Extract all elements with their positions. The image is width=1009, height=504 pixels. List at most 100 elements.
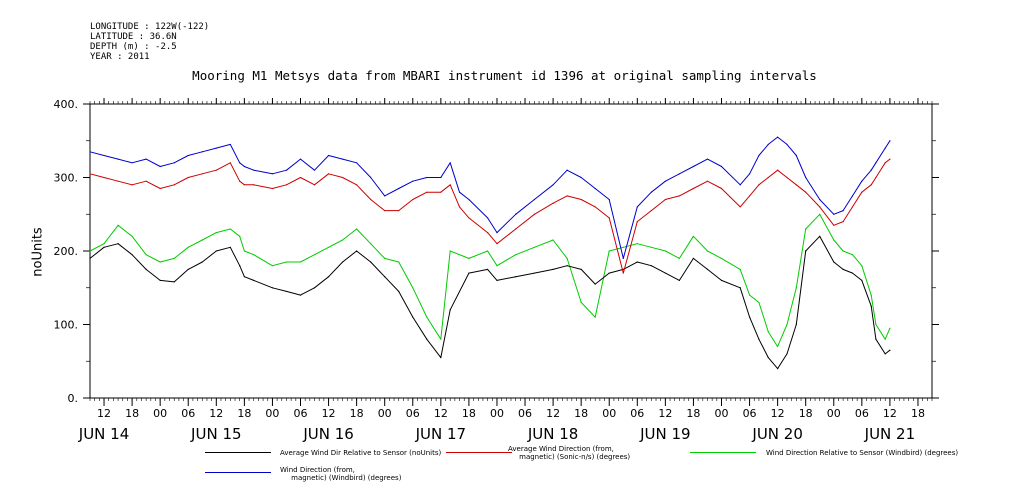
- series-point-2: [117, 224, 119, 226]
- series-point-2: [384, 257, 386, 259]
- series-point-3: [795, 154, 797, 157]
- series-point-1: [487, 232, 489, 234]
- series-point-2: [159, 261, 161, 263]
- series-point-3: [89, 151, 91, 153]
- series-point-0: [412, 316, 414, 318]
- series-point-3: [187, 154, 189, 157]
- series-point-1: [285, 184, 288, 186]
- x-tick-label: 12: [546, 407, 560, 420]
- series-point-2: [795, 287, 797, 289]
- series-point-2: [786, 323, 788, 326]
- series-point-3: [299, 158, 302, 160]
- series-point-0: [819, 235, 821, 237]
- series-point-1: [870, 184, 872, 186]
- series-point-2: [201, 239, 203, 241]
- series-point-2: [173, 257, 175, 259]
- series-point-1: [622, 272, 624, 274]
- series-point-1: [243, 184, 245, 186]
- series-point-0: [173, 281, 175, 283]
- series-point-0: [496, 279, 498, 281]
- series-point-0: [117, 243, 119, 245]
- series-point-3: [398, 187, 400, 190]
- series-point-3: [720, 165, 723, 168]
- series-point-2: [342, 239, 344, 241]
- series-point-2: [299, 261, 302, 263]
- series-point-0: [449, 309, 451, 311]
- series-point-2: [229, 228, 231, 230]
- series-point-2: [566, 257, 568, 259]
- x-tick-label: 00: [827, 407, 841, 420]
- x-day-label: JUN 19: [639, 425, 690, 443]
- x-tick-label: 00: [490, 407, 504, 420]
- series-point-0: [692, 257, 695, 259]
- series-point-3: [468, 198, 470, 201]
- series-point-0: [370, 261, 372, 263]
- series-point-2: [327, 246, 330, 248]
- series-point-0: [875, 338, 877, 340]
- series-point-0: [159, 279, 161, 281]
- series-point-1: [187, 176, 189, 179]
- series-point-3: [285, 169, 288, 171]
- series-point-3: [580, 176, 582, 179]
- series-point-3: [458, 191, 461, 193]
- series-point-1: [201, 173, 203, 175]
- series-point-0: [201, 261, 203, 263]
- longitude-text: LONGITUDE : 122W(-122): [90, 22, 210, 32]
- series-point-3: [650, 191, 652, 193]
- series-point-2: [243, 250, 245, 252]
- x-tick-label: 06: [630, 407, 644, 420]
- series-point-0: [636, 261, 638, 263]
- series-point-0: [103, 246, 105, 248]
- series-point-0: [131, 254, 133, 256]
- series-point-2: [748, 294, 751, 296]
- series-point-2: [720, 257, 723, 259]
- latitude-text: LATITUDE : 36.6N: [90, 32, 177, 42]
- x-day-label: JUN 17: [415, 425, 466, 443]
- series-point-3: [706, 158, 709, 160]
- series-point-1: [842, 221, 844, 223]
- series-point-0: [566, 265, 568, 267]
- x-tick-label: 06: [518, 407, 532, 420]
- series-point-1: [805, 191, 807, 193]
- series-point-1: [861, 191, 863, 193]
- series-point-3: [748, 173, 751, 175]
- series-point-3: [412, 180, 414, 182]
- series-point-1: [748, 195, 751, 197]
- x-tick-label: 18: [911, 407, 925, 420]
- series-point-3: [664, 180, 666, 182]
- legend-label-2: Wind Direction Relative to Sensor (Windb…: [766, 449, 959, 457]
- series-point-0: [622, 268, 624, 270]
- series-point-1: [851, 206, 854, 208]
- series-point-2: [805, 228, 807, 230]
- series-point-0: [851, 272, 854, 274]
- series-point-3: [692, 165, 695, 168]
- series-point-0: [243, 276, 245, 278]
- x-day-label: JUN 15: [190, 425, 241, 443]
- x-tick-label: 12: [97, 407, 111, 420]
- series-point-2: [851, 254, 854, 256]
- series-point-2: [89, 250, 91, 252]
- series-point-1: [117, 180, 119, 182]
- series-point-1: [608, 217, 610, 219]
- series-point-1: [594, 206, 596, 208]
- series-point-2: [608, 250, 610, 252]
- series-point-1: [566, 195, 568, 197]
- series-point-3: [777, 136, 779, 138]
- series-point-0: [650, 265, 652, 267]
- legend-label-3: Wind Direction (from, magnetic) (Windbir…: [280, 466, 402, 482]
- series-point-2: [678, 257, 681, 259]
- series-point-2: [449, 250, 451, 252]
- series-point-1: [468, 217, 470, 219]
- series-point-3: [622, 257, 624, 259]
- x-tick-label: 12: [322, 407, 336, 420]
- series-point-2: [239, 235, 241, 237]
- series-point-2: [870, 294, 872, 296]
- series-point-2: [706, 250, 709, 252]
- series-point-0: [870, 305, 872, 307]
- series-point-2: [412, 287, 414, 289]
- series-point-2: [767, 331, 769, 333]
- series-point-3: [215, 147, 217, 149]
- x-tick-label: 12: [771, 407, 785, 420]
- year-text: YEAR : 2011: [90, 52, 150, 62]
- series-point-2: [468, 257, 470, 259]
